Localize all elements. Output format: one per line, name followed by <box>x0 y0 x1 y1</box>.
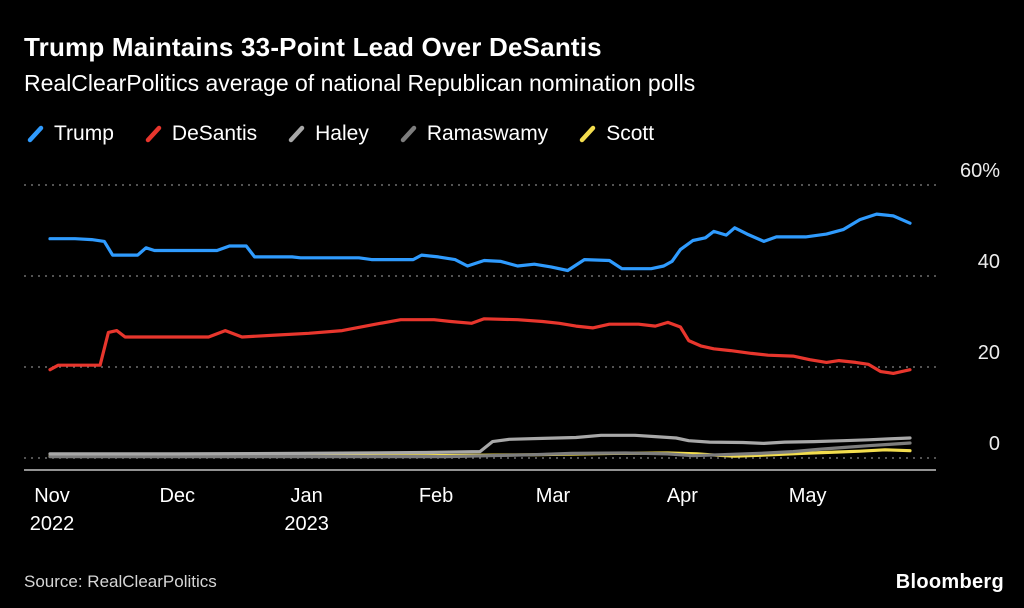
x-axis-year-label-2022: 2022 <box>30 513 75 535</box>
legend-label-haley: Haley <box>315 122 369 145</box>
legend-label-scott: Scott <box>606 122 655 145</box>
legend-item-desantis[interactable]: DeSantis <box>144 122 257 146</box>
x-axis-label-jan: Jan <box>291 485 323 507</box>
legend-slash-icon-desantis <box>145 125 162 143</box>
series-line-desantis <box>48 317 912 375</box>
chart-title: Trump Maintains 33-Point Lead Over DeSan… <box>24 32 602 62</box>
legend-label-desantis: DeSantis <box>171 122 258 145</box>
x-axis-label-apr: Apr <box>667 485 698 507</box>
legend-label-ramaswamy: Ramaswamy <box>426 122 549 145</box>
x-axis-label-may: May <box>789 485 827 507</box>
legend-slash-icon-ramaswamy <box>400 125 417 143</box>
x-axis-year-label-2023: 2023 <box>284 513 329 535</box>
series-line-trump <box>48 212 912 273</box>
legend-slash-icon-haley <box>288 125 305 143</box>
x-axis-label-dec: Dec <box>159 485 195 507</box>
series-line-ramaswamy <box>48 441 912 459</box>
y-axis-label-20: 20 <box>978 342 1000 364</box>
series-line-haley <box>48 433 912 456</box>
bloomberg-logo: Bloomberg <box>895 571 1004 593</box>
legend-label-trump: Trump <box>54 122 114 145</box>
x-axis-label-feb: Feb <box>419 485 453 507</box>
chart-subtitle: RealClearPolitics average of national Re… <box>24 70 696 96</box>
y-axis-label-40: 40 <box>978 251 1000 273</box>
legend-item-ramaswamy[interactable]: Ramaswamy <box>399 122 548 146</box>
legend-slash-icon-scott <box>579 125 596 143</box>
x-axis-label-mar: Mar <box>536 485 571 507</box>
legend-item-scott[interactable]: Scott <box>578 122 654 146</box>
y-axis-label-60: 60% <box>960 160 1000 182</box>
legend: Trump DeSantis Haley Ramaswamy Scott <box>26 122 654 146</box>
x-axis-label-nov: Nov <box>34 485 70 507</box>
legend-item-haley[interactable]: Haley <box>287 122 369 146</box>
legend-item-trump[interactable]: Trump <box>26 122 114 146</box>
legend-slash-icon-trump <box>27 125 44 143</box>
y-axis-label-0: 0 <box>989 433 1000 455</box>
source-note: Source: RealClearPolitics <box>24 572 217 591</box>
